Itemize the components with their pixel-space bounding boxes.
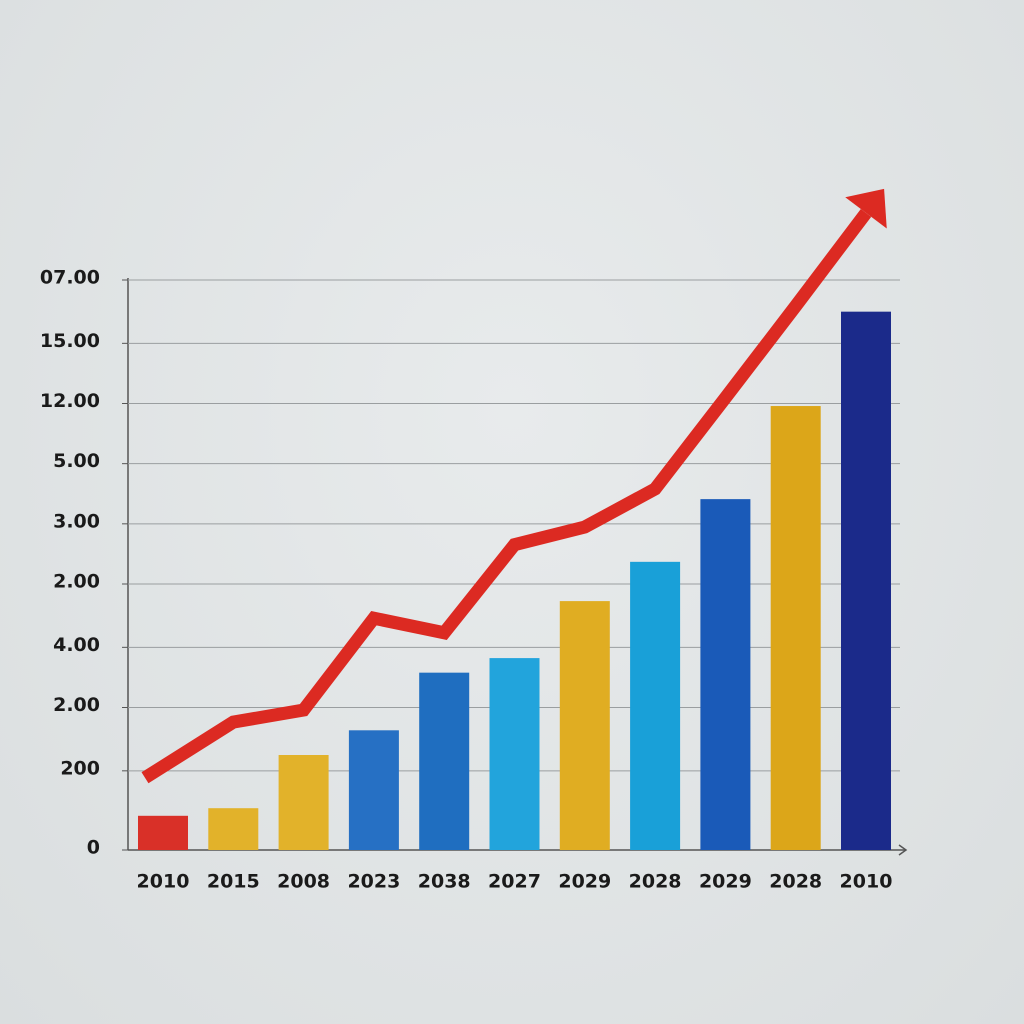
- y-tick-label: 2.00: [53, 694, 100, 716]
- x-tick-label: 2038: [418, 871, 471, 893]
- bar: [138, 815, 188, 850]
- x-tick-label: 2010: [137, 871, 190, 893]
- bar: [841, 311, 891, 851]
- bar: [489, 658, 540, 850]
- x-tick-label: 2015: [207, 871, 260, 893]
- x-axis-arrow: [898, 844, 908, 856]
- x-tick-label: 2028: [629, 871, 682, 893]
- x-tick-label: 2010: [840, 871, 893, 893]
- trend-arrowhead: [845, 188, 887, 229]
- y-tick-label: 15.00: [40, 330, 100, 352]
- x-tick-label: 2023: [347, 871, 400, 893]
- x-tick-label: 2027: [488, 871, 541, 893]
- y-tick-label: 0: [87, 837, 100, 859]
- trend-line: [141, 208, 872, 784]
- y-tick-label: 3.00: [53, 510, 100, 532]
- x-tick-label: 2029: [699, 871, 752, 893]
- x-tick-label: 2029: [558, 871, 611, 893]
- bar: [630, 561, 681, 850]
- bar: [700, 499, 751, 850]
- bar: [278, 755, 329, 850]
- bar: [348, 730, 399, 850]
- y-tick-label: 12.00: [40, 390, 100, 412]
- y-tick-label: 5.00: [53, 450, 100, 472]
- y-tick-label: 2.00: [53, 571, 100, 593]
- y-tick-label: 07.00: [40, 267, 100, 289]
- y-tick-label: 4.00: [53, 634, 100, 656]
- x-tick-label: 2028: [769, 871, 822, 893]
- bar: [770, 406, 821, 850]
- x-tick-label: 2008: [277, 871, 330, 893]
- bar: [559, 601, 610, 850]
- bar: [419, 672, 470, 850]
- y-tick-label: 200: [60, 757, 100, 779]
- bar: [208, 808, 259, 850]
